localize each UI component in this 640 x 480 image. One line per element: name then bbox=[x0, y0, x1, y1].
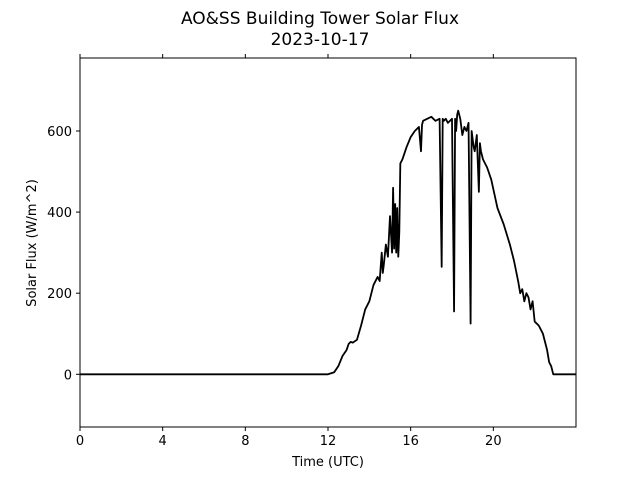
y-tick-label: 400 bbox=[47, 206, 72, 221]
chart-subtitle: 2023-10-17 bbox=[271, 30, 370, 50]
x-tick-label: 0 bbox=[76, 434, 84, 449]
plot-frame bbox=[79, 57, 577, 428]
plot-area bbox=[80, 109, 576, 376]
series-line-0 bbox=[80, 109, 576, 376]
chart-title: AO&SS Building Tower Solar Flux bbox=[181, 9, 459, 29]
x-tick-label: 8 bbox=[241, 434, 249, 449]
y-tick-label: 600 bbox=[47, 125, 72, 140]
y-tick-label: 200 bbox=[47, 287, 72, 302]
x-axis-label: Time (UTC) bbox=[291, 455, 364, 470]
x-tick-label: 4 bbox=[159, 434, 167, 449]
x-tick-label: 20 bbox=[485, 434, 502, 449]
y-axis-label: Solar Flux (W/m^2) bbox=[25, 179, 40, 307]
x-tick-label: 12 bbox=[320, 434, 337, 449]
x-tick-label: 16 bbox=[402, 434, 419, 449]
y-tick-label: 0 bbox=[64, 368, 72, 383]
